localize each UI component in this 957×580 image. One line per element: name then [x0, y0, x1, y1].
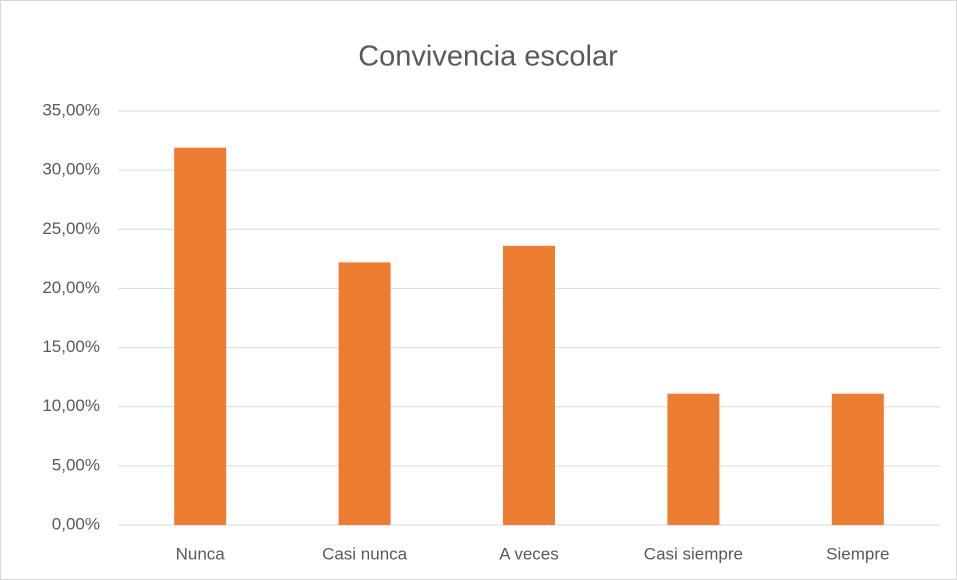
- x-tick-label: Casi nunca: [322, 544, 408, 563]
- y-tick-label: 0,00%: [52, 514, 100, 533]
- x-tick-label: Casi siempre: [644, 544, 743, 563]
- y-tick-label: 5,00%: [52, 455, 100, 474]
- x-tick-label: Siempre: [826, 544, 889, 563]
- bar: [503, 245, 555, 526]
- bar: [831, 393, 884, 525]
- chart-title: Convivencia escolar: [358, 41, 618, 73]
- y-tick-label: 20,00%: [42, 278, 100, 297]
- bar: [667, 393, 720, 525]
- bar: [174, 147, 227, 525]
- y-tick-label: 15,00%: [42, 337, 100, 356]
- y-tick-label: 30,00%: [42, 160, 100, 179]
- bar: [338, 262, 391, 525]
- y-tick-label: 25,00%: [42, 219, 100, 238]
- y-tick-label: 10,00%: [42, 396, 100, 415]
- x-tick-label: A veces: [499, 544, 559, 563]
- y-tick-label: 35,00%: [42, 100, 100, 119]
- x-tick-label: Nunca: [176, 544, 226, 563]
